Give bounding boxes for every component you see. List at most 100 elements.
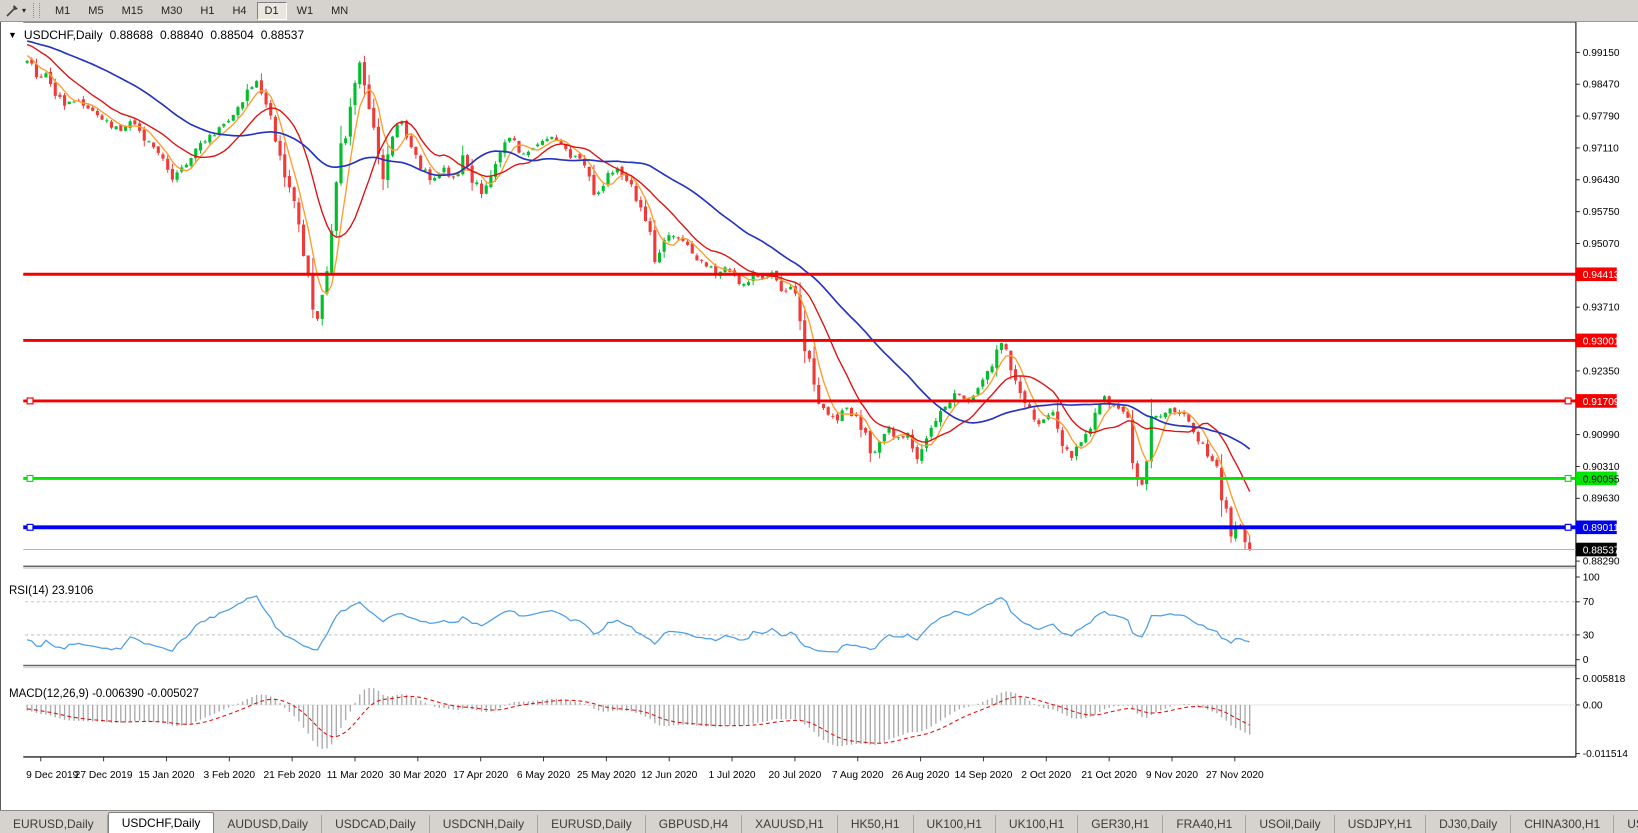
toolbar-grip-handle[interactable] bbox=[33, 3, 41, 18]
chart-tab-usdcnh-daily[interactable]: USDCNH,Daily bbox=[430, 815, 539, 833]
date-label: 9 Dec 2019 bbox=[26, 770, 79, 781]
date-label: 17 Apr 2020 bbox=[453, 770, 508, 781]
date-label: 27 Nov 2020 bbox=[1206, 770, 1264, 781]
macd-histogram bbox=[26, 688, 1251, 749]
rsi-axis-label: 0 bbox=[1583, 655, 1589, 666]
date-label: 11 Mar 2020 bbox=[327, 770, 384, 781]
timeframe-button-d1[interactable]: D1 bbox=[256, 1, 287, 20]
chart-canvas[interactable]: 0.94413 0.93001 0.91709 0.90055 0.89011 0.885… bbox=[1, 22, 1638, 810]
timeframe-button-h1[interactable]: H1 bbox=[200, 4, 215, 17]
hline-price-label: 0.91709 bbox=[1583, 397, 1620, 408]
price-tick-label: 0.90310 bbox=[1583, 462, 1620, 473]
macd-axis-label: -0.011514 bbox=[1583, 749, 1629, 760]
top-toolbar: ▾ M1 M5 M15 M30 H1 H4 D1 W1 MN bbox=[0, 0, 1638, 22]
chart-tab-china300-h1[interactable]: CHINA300,H1 bbox=[1511, 815, 1615, 833]
macd-axis-label: 0.005818 bbox=[1583, 674, 1626, 685]
ohlc-close: 0.88537 bbox=[260, 28, 305, 42]
chart-tab-gbpusd-h4[interactable]: GBPUSD,H4 bbox=[646, 815, 743, 833]
date-label: 15 Jan 2020 bbox=[138, 770, 194, 781]
price-tick-label: 0.97110 bbox=[1583, 143, 1619, 154]
hline-price-label-box bbox=[1575, 394, 1617, 408]
fast-ma-line bbox=[26, 55, 1251, 537]
cursor-tool-icon[interactable] bbox=[2, 2, 22, 19]
price-tick-label: 0.99150 bbox=[1583, 48, 1620, 59]
date-label: 2 Oct 2020 bbox=[1021, 770, 1071, 781]
chart-tab-hk50-h1[interactable]: HK50,H1 bbox=[838, 815, 914, 833]
timeframe-buttons: M1 M5 M15 M30 H1 H4 D1 W1 MN bbox=[46, 1, 357, 20]
hline-endpoint-marker[interactable] bbox=[1564, 523, 1572, 531]
hline-endpoint-marker[interactable] bbox=[1564, 474, 1572, 482]
candle bbox=[72, 101, 76, 103]
date-label: 9 Nov 2020 bbox=[1146, 770, 1199, 781]
rsi-axis-label: 30 bbox=[1583, 630, 1595, 641]
date-label: 27 Dec 2019 bbox=[75, 770, 133, 781]
chart-tab-audusd-daily[interactable]: AUDUSD,Daily bbox=[214, 815, 323, 833]
ohlc-open: 0.88688 bbox=[109, 28, 153, 42]
medium-ma-line bbox=[26, 43, 1251, 492]
chart-tab-usoil-h1[interactable]: USOil,H1 bbox=[1614, 815, 1638, 833]
timeframe-button-m5[interactable]: M5 bbox=[88, 4, 104, 17]
hline-price-label: 0.94413 bbox=[1583, 270, 1620, 281]
chart-tab-usoil-daily[interactable]: USOil,Daily bbox=[1246, 815, 1335, 833]
chart-tab-fra40-h1[interactable]: FRA40,H1 bbox=[1163, 815, 1247, 833]
chart-tab-ger30-h1[interactable]: GER30,H1 bbox=[1078, 815, 1164, 833]
chart-tab-usdcad-daily[interactable]: USDCAD,Daily bbox=[322, 815, 430, 833]
hline-price-label-box bbox=[1575, 267, 1617, 282]
timeframe-button-w1[interactable]: W1 bbox=[296, 4, 314, 17]
hline-price-label: 0.93001 bbox=[1583, 336, 1620, 347]
hline-price-label-box bbox=[1575, 471, 1617, 486]
rsi-axis-label: 100 bbox=[1583, 572, 1600, 583]
timeframe-button-h4[interactable]: H4 bbox=[232, 4, 247, 17]
chart-tab-xauusd-h1[interactable]: XAUUSD,H1 bbox=[742, 815, 838, 833]
price-tick-label: 0.89630 bbox=[1583, 494, 1620, 505]
chart-tab-usdjpy-h1[interactable]: USDJPY,H1 bbox=[1335, 815, 1427, 833]
price-tick-label: 0.93710 bbox=[1583, 303, 1620, 314]
price-tick-label: 0.98470 bbox=[1583, 80, 1620, 91]
date-label: 26 Aug 2020 bbox=[892, 770, 950, 781]
hline-price-label: 0.90055 bbox=[1583, 474, 1620, 485]
price-tick-label: 0.95750 bbox=[1583, 207, 1620, 218]
current-price-label: 0.88537 bbox=[1583, 545, 1620, 556]
chart-tab-eurusd-daily[interactable]: EURUSD,Daily bbox=[538, 815, 646, 833]
hline-price-label-box bbox=[1575, 333, 1617, 348]
hline-endpoint-marker[interactable] bbox=[26, 523, 34, 531]
chart-window[interactable]: 0.94413 0.93001 0.91709 0.90055 0.89011 0.885… bbox=[0, 22, 1638, 810]
price-tick-label: 0.97790 bbox=[1583, 111, 1620, 122]
date-label: 1 Jul 2020 bbox=[709, 770, 756, 781]
hline-price-label-box bbox=[1575, 520, 1617, 535]
ohlc-low: 0.88504 bbox=[210, 28, 254, 42]
cursor-tool-dropdown-icon[interactable]: ▾ bbox=[22, 6, 27, 15]
timeframe-button-mn[interactable]: MN bbox=[331, 4, 349, 17]
slow-ma-line bbox=[26, 40, 1251, 450]
hline-endpoint-marker[interactable] bbox=[1564, 397, 1572, 405]
hline-endpoint-marker[interactable] bbox=[26, 474, 34, 482]
date-label: 3 Feb 2020 bbox=[203, 770, 255, 781]
date-label: 12 Jun 2020 bbox=[641, 770, 697, 781]
date-label: 6 May 2020 bbox=[517, 770, 571, 781]
date-label: 21 Oct 2020 bbox=[1081, 770, 1137, 781]
macd-signal-line bbox=[27, 695, 1250, 744]
timeframe-button-m1[interactable]: M1 bbox=[55, 4, 71, 17]
chart-tab-bar: EURUSD,Daily USDCHF,Daily AUDUSD,Daily USDC… bbox=[0, 810, 1638, 833]
price-tick-label: 0.95070 bbox=[1583, 239, 1620, 250]
rsi-indicator-label: RSI(14) 23.9106 bbox=[9, 585, 94, 597]
macd-indicator-label: MACD(12,26,9) -0.006390 -0.005027 bbox=[9, 688, 199, 700]
rsi-line bbox=[26, 595, 1250, 653]
date-label: 25 May 2020 bbox=[577, 770, 636, 781]
symbol-name: USDCHF,Daily bbox=[23, 28, 103, 42]
symbol-menu-icon[interactable]: ▼ bbox=[8, 30, 17, 40]
chart-tab-dj30-daily[interactable]: DJ30,Daily bbox=[1426, 815, 1512, 833]
chart-tab-uk100-h1[interactable]: UK100,H1 bbox=[914, 815, 996, 833]
date-label: 30 Mar 2020 bbox=[389, 770, 447, 781]
chart-tab-uk100-h1[interactable]: UK100,H1 bbox=[996, 815, 1079, 833]
hline-endpoint-marker[interactable] bbox=[26, 397, 34, 405]
date-label: 21 Feb 2020 bbox=[263, 770, 321, 781]
date-label: 20 Jul 2020 bbox=[769, 770, 822, 781]
rsi-axis-label: 70 bbox=[1583, 597, 1595, 608]
chart-tab-eurusd-daily[interactable]: EURUSD,Daily bbox=[0, 815, 108, 833]
price-tick-label: 0.90990 bbox=[1583, 430, 1620, 441]
timeframe-button-m30[interactable]: M30 bbox=[160, 4, 183, 17]
chart-tab-usdchf-daily[interactable]: USDCHF,Daily bbox=[107, 812, 215, 833]
timeframe-button-m15[interactable]: M15 bbox=[121, 4, 143, 17]
